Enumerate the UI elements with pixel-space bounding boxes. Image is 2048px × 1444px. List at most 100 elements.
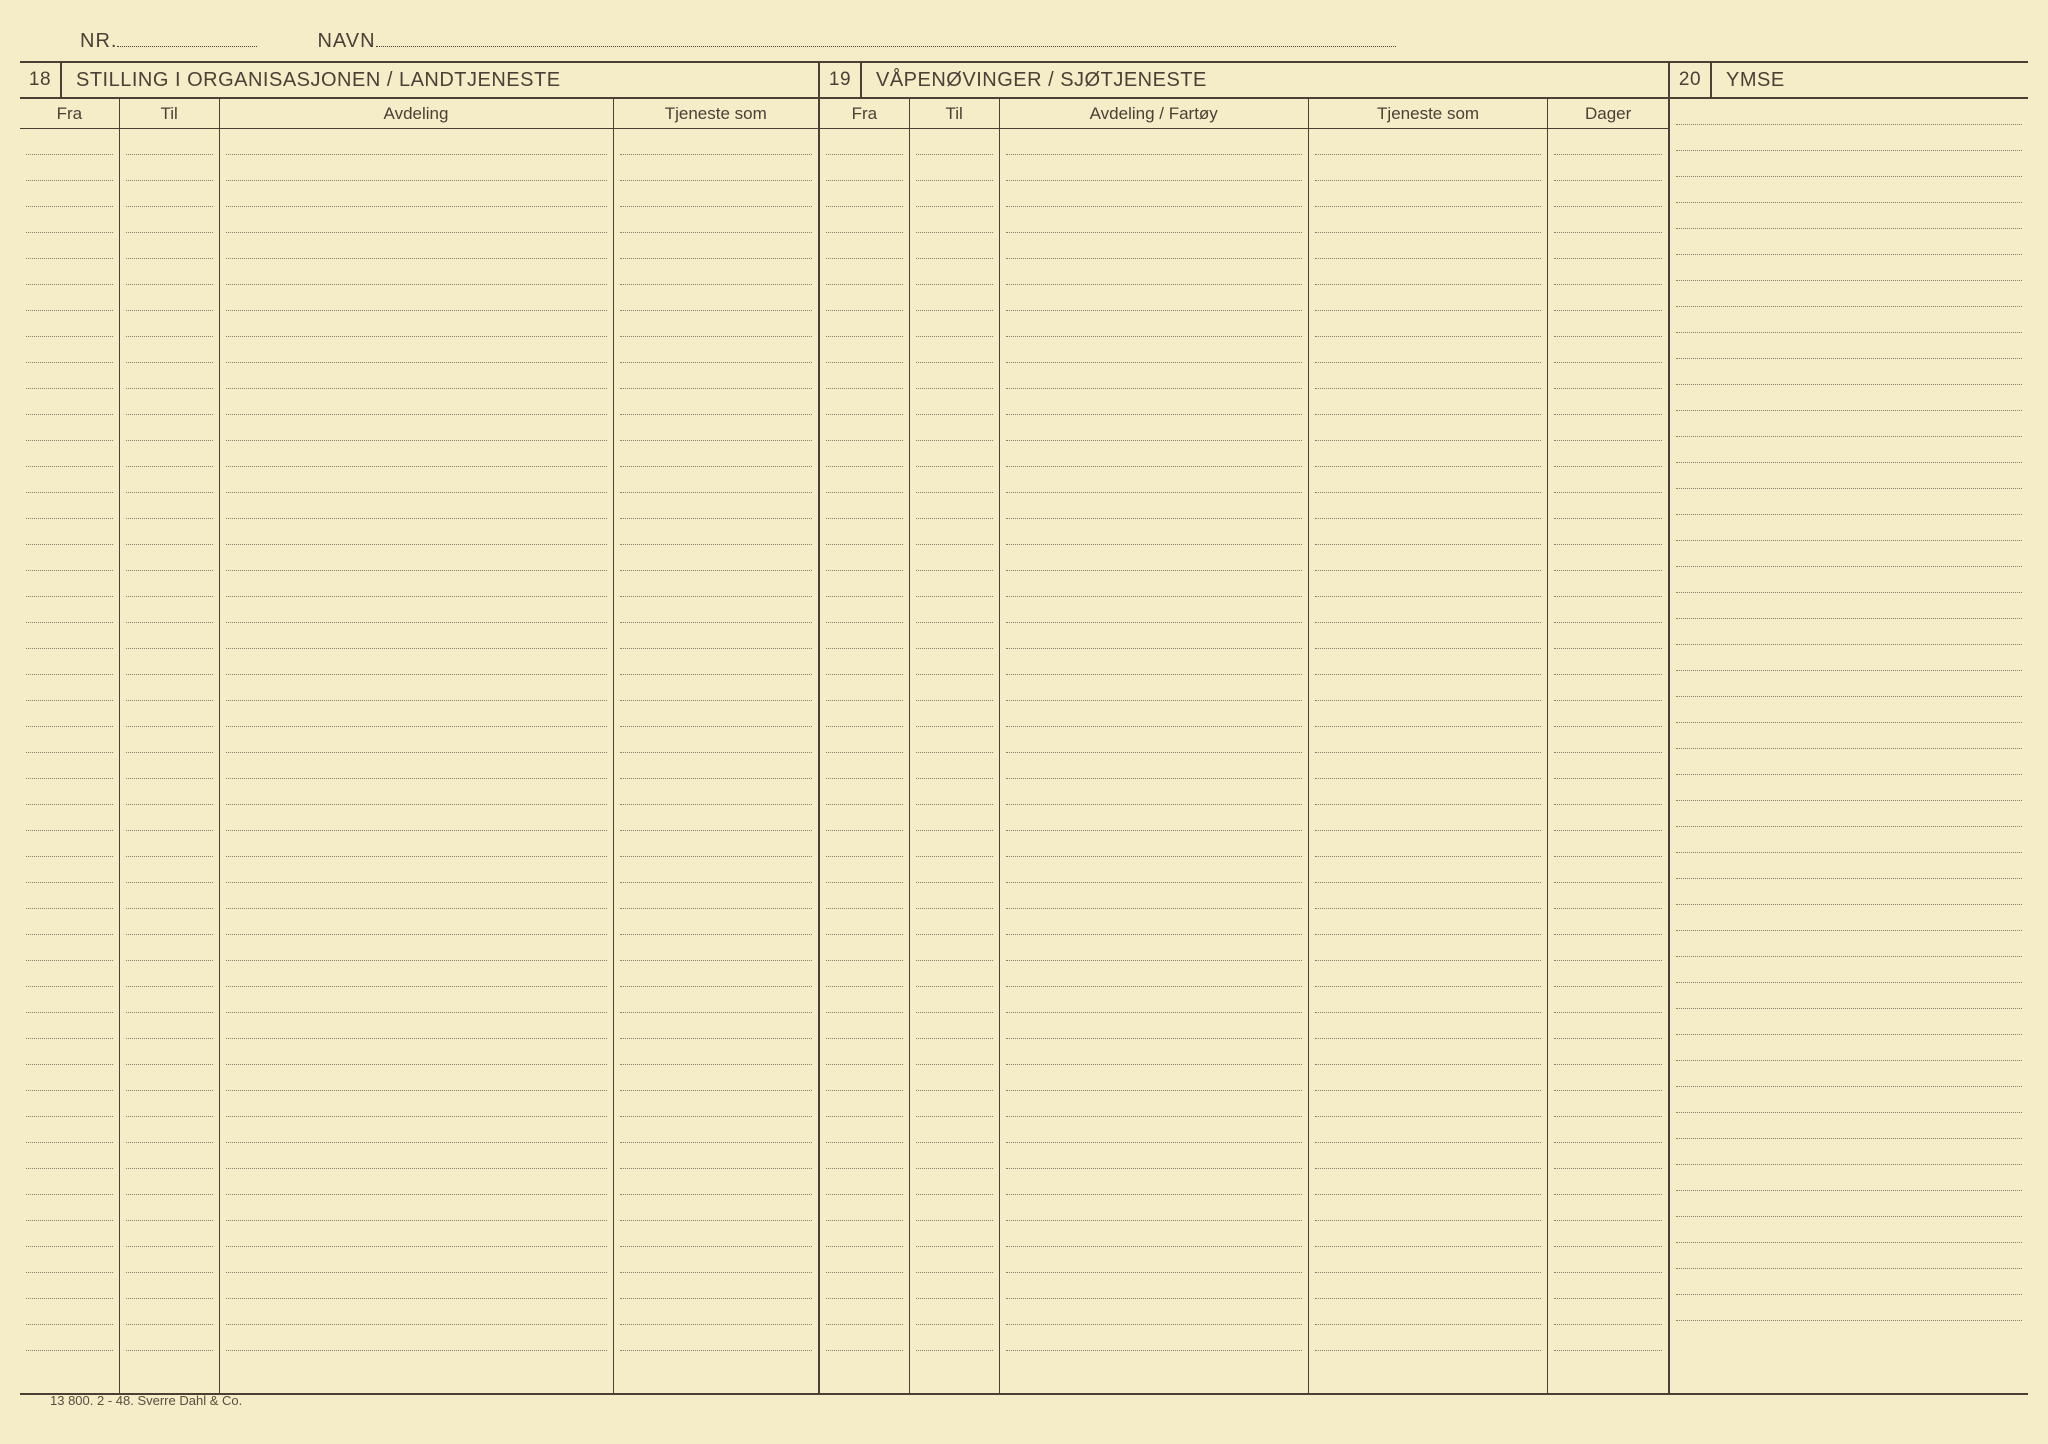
row-line: [620, 129, 812, 155]
row-line: [26, 1221, 113, 1247]
row-line: [620, 675, 812, 701]
row-line: [126, 1091, 213, 1117]
navn-field-line: [376, 46, 1396, 47]
row-line: [1676, 411, 2022, 437]
row-line: [620, 987, 812, 1013]
row-line: [1554, 493, 1662, 519]
row-line: [1554, 129, 1662, 155]
row-line: [916, 831, 993, 857]
row-line: [1676, 1035, 2022, 1061]
row-line: [826, 623, 903, 649]
row-line: [620, 519, 812, 545]
row-line: [916, 1065, 993, 1091]
row-line: [1006, 1091, 1302, 1117]
row-line: [1006, 779, 1302, 805]
row-line: [1315, 1273, 1541, 1299]
row-line: [620, 1247, 812, 1273]
row-line: [1554, 857, 1662, 883]
row-line: [26, 805, 113, 831]
row-line: [916, 805, 993, 831]
row-line: [1006, 415, 1302, 441]
row-line: [26, 155, 113, 181]
row-line: [226, 129, 607, 155]
row-line: [1006, 181, 1302, 207]
row-line: [620, 571, 812, 597]
row-line: [1676, 229, 2022, 255]
section-19-subheader: Fra Til Avdeling / Fartøy Tjeneste som D…: [820, 99, 1668, 129]
row-line: [126, 779, 213, 805]
row-line: [1554, 285, 1662, 311]
row-line: [916, 389, 993, 415]
row-line: [1315, 857, 1541, 883]
row-line: [620, 1273, 812, 1299]
row-line: [1006, 987, 1302, 1013]
row-line: [620, 935, 812, 961]
row-line: [826, 571, 903, 597]
row-line: [1676, 385, 2022, 411]
row-line: [1315, 597, 1541, 623]
row-line: [26, 779, 113, 805]
row-line: [1554, 909, 1662, 935]
row-line: [826, 779, 903, 805]
row-line: [126, 493, 213, 519]
row-line: [826, 519, 903, 545]
row-line: [1554, 961, 1662, 987]
row-line: [1676, 541, 2022, 567]
row-line: [1554, 259, 1662, 285]
row-line: [1554, 155, 1662, 181]
row-line: [1676, 1191, 2022, 1217]
row-line: [126, 285, 213, 311]
row-line: [916, 597, 993, 623]
row-line: [1554, 1091, 1662, 1117]
row-line: [226, 1039, 607, 1065]
row-line: [916, 1013, 993, 1039]
row-line: [1006, 1117, 1302, 1143]
section-19-num: 19: [820, 63, 862, 97]
row-line: [1006, 961, 1302, 987]
row-line: [1315, 1039, 1541, 1065]
row-line: [1554, 987, 1662, 1013]
row-line: [1554, 441, 1662, 467]
row-line: [916, 441, 993, 467]
row-line: [26, 233, 113, 259]
main-grid: 18 STILLING I ORGANISASJONEN / LANDTJENE…: [20, 61, 2028, 1395]
row-line: [226, 233, 607, 259]
row-line: [1315, 181, 1541, 207]
row-line: [916, 233, 993, 259]
row-line: [1006, 831, 1302, 857]
row-line: [1676, 437, 2022, 463]
row-line: [1006, 675, 1302, 701]
row-line: [26, 909, 113, 935]
row-line: [1315, 155, 1541, 181]
row-line: [126, 545, 213, 571]
row-line: [226, 909, 607, 935]
row-line: [1006, 597, 1302, 623]
row-line: [1676, 931, 2022, 957]
row-line: [1006, 129, 1302, 155]
body-col: [20, 129, 120, 1393]
row-line: [620, 285, 812, 311]
row-line: [226, 1143, 607, 1169]
row-line: [1554, 1013, 1662, 1039]
row-line: [1315, 883, 1541, 909]
row-line: [620, 389, 812, 415]
row-line: [126, 857, 213, 883]
row-line: [916, 1325, 993, 1351]
row-line: [1315, 1013, 1541, 1039]
row-line: [1315, 1195, 1541, 1221]
row-line: [126, 571, 213, 597]
row-line: [26, 207, 113, 233]
body-col: [614, 129, 818, 1393]
row-line: [1315, 1221, 1541, 1247]
row-line: [620, 1065, 812, 1091]
section-20-title: YMSE: [1712, 69, 2028, 92]
row-line: [1006, 233, 1302, 259]
row-line: [1554, 571, 1662, 597]
row-line: [916, 519, 993, 545]
section-20-body: [1670, 99, 2028, 1393]
row-line: [226, 1325, 607, 1351]
row-line: [226, 1091, 607, 1117]
row-line: [826, 441, 903, 467]
row-line: [226, 545, 607, 571]
row-line: [126, 207, 213, 233]
